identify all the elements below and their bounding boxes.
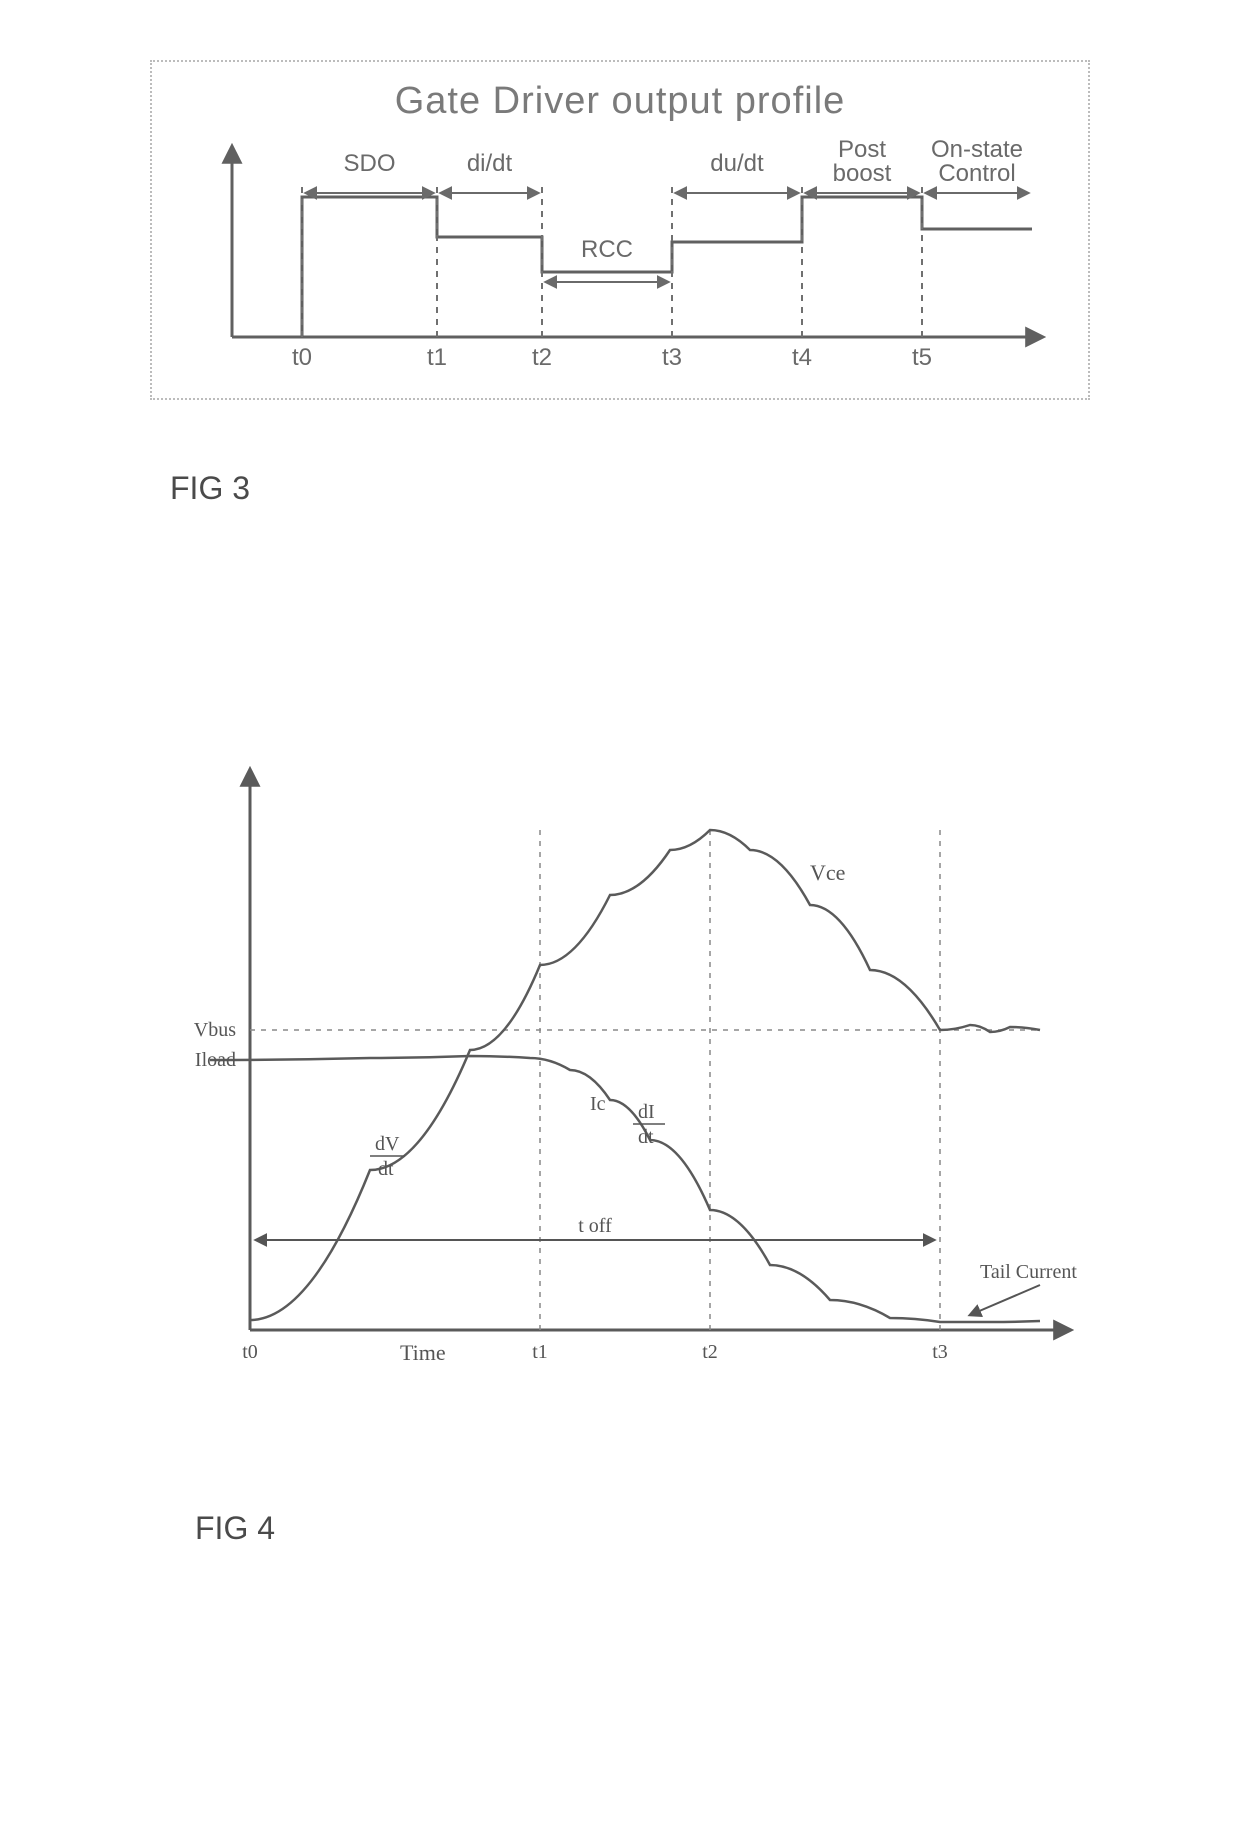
svg-text:Ic: Ic xyxy=(590,1093,606,1115)
fig3-title: Gate Driver output profile xyxy=(182,80,1058,123)
svg-text:t1: t1 xyxy=(427,344,447,371)
fig3-panel: Gate Driver output profile t0 t1 t2 t3 t4 t5 S… xyxy=(150,60,1090,400)
svg-text:t2: t2 xyxy=(532,344,552,371)
svg-text:di/dt: di/dt xyxy=(467,150,513,177)
svg-text:Vce: Vce xyxy=(810,860,845,885)
svg-text:t0: t0 xyxy=(292,344,312,371)
svg-text:Vbus: Vbus xyxy=(194,1019,236,1041)
svg-text:t2: t2 xyxy=(702,1341,718,1363)
fig4-plot: t0 t1 t2 t3 Time Vbus Iload Vce Ic dV dt dI dt t off T… xyxy=(170,720,1090,1440)
svg-text:On-state: On-state xyxy=(931,136,1023,163)
svg-text:dt: dt xyxy=(638,1126,654,1148)
svg-text:dt: dt xyxy=(378,1158,394,1180)
fig3-svg: t0 t1 t2 t3 t4 t5 SDO di/dt RCC du/dt Postboost On-… xyxy=(182,127,1062,387)
fig4-svg: t0 t1 t2 t3 Time Vbus Iload Vce Ic dV dt dI dt t off T… xyxy=(170,720,1090,1440)
svg-text:RCC: RCC xyxy=(581,236,633,263)
svg-text:t off: t off xyxy=(578,1215,612,1237)
svg-text:t0: t0 xyxy=(242,1341,258,1363)
fig4-caption: FIG 4 xyxy=(195,1510,275,1547)
svg-text:Time: Time xyxy=(400,1340,446,1365)
svg-text:t4: t4 xyxy=(792,344,812,371)
fig3-plot: t0 t1 t2 t3 t4 t5 SDO di/dt RCC du/dt Postboost On-… xyxy=(182,127,1062,377)
svg-text:t1: t1 xyxy=(532,1341,548,1363)
svg-text:dV: dV xyxy=(375,1133,400,1155)
fig3-caption: FIG 3 xyxy=(170,470,250,507)
svg-text:Post: Post xyxy=(838,136,886,163)
svg-text:Control: Control xyxy=(938,160,1015,187)
svg-text:dI: dI xyxy=(638,1101,655,1123)
svg-text:t3: t3 xyxy=(662,344,682,371)
svg-text:Iload: Iload xyxy=(195,1049,236,1071)
svg-text:Tail Current: Tail Current xyxy=(980,1261,1077,1283)
svg-text:du/dt: du/dt xyxy=(710,150,764,177)
svg-text:t3: t3 xyxy=(932,1341,948,1363)
svg-text:t5: t5 xyxy=(912,344,932,371)
svg-text:boost: boost xyxy=(833,160,892,187)
svg-text:SDO: SDO xyxy=(343,150,395,177)
